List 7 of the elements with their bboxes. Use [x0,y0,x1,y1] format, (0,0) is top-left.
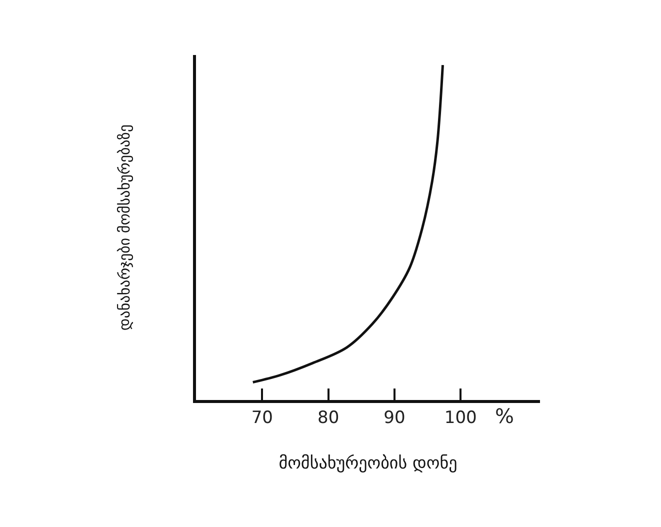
x-tick-label: 70 [251,408,273,428]
text: % [495,404,514,428]
x-tick-label: 100 [444,408,477,428]
x-tick-label: 80 [317,408,340,428]
y-axis-title: დანახარჯები მომსახურებაზე [116,124,134,331]
x-axis-title: მომსახურეობის დონე [278,454,458,474]
x-tick-label: 90 [384,408,406,428]
